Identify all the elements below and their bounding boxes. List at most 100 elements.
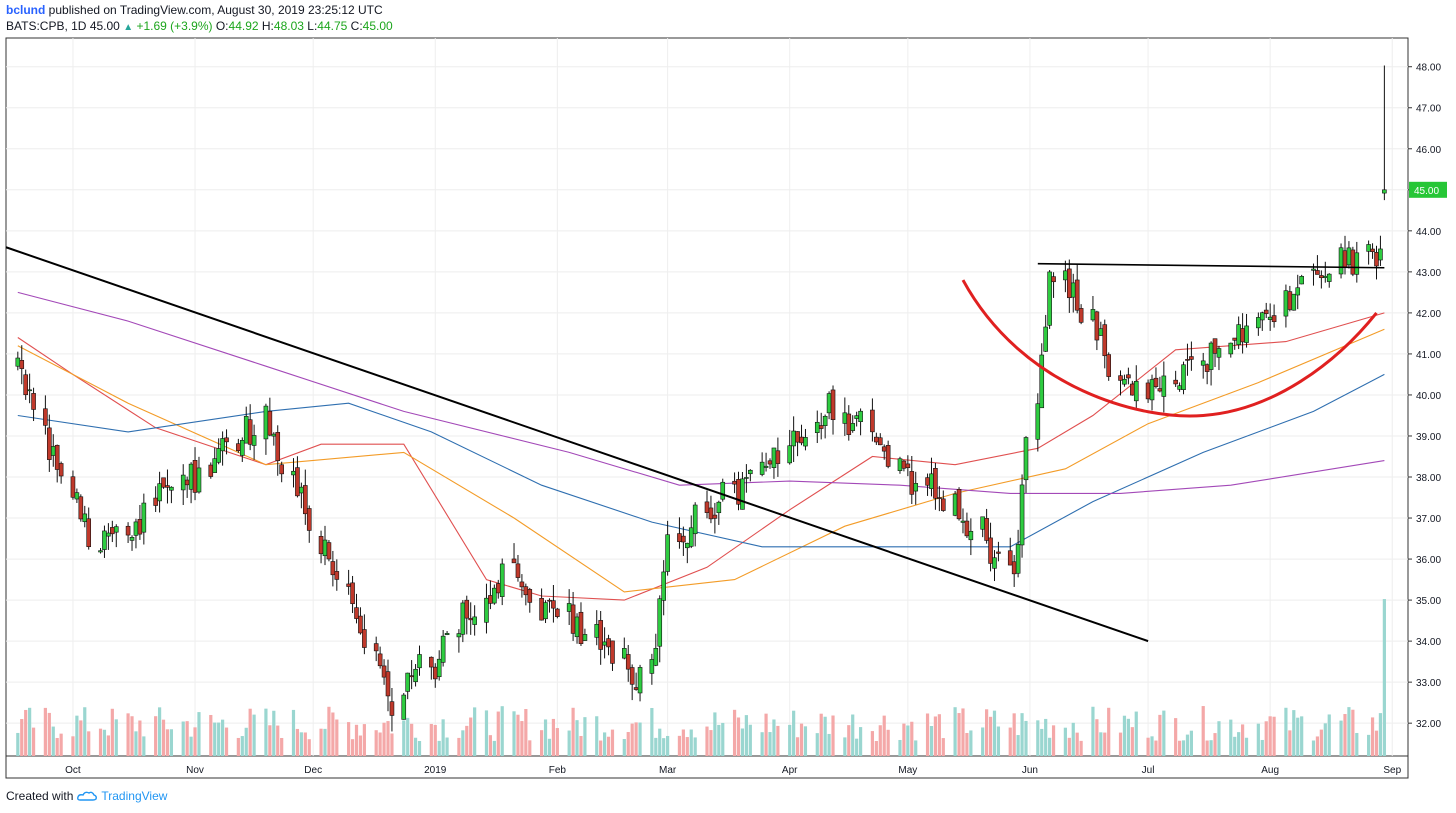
- volume-bar: [709, 730, 713, 756]
- volume-bar: [626, 732, 630, 756]
- volume-bar: [666, 735, 670, 756]
- volume-bar: [957, 713, 961, 756]
- volume-bar: [244, 727, 248, 756]
- candle-body: [925, 477, 930, 486]
- volume-bar: [79, 720, 83, 756]
- candle-body: [1200, 360, 1206, 366]
- candle-body: [78, 496, 84, 520]
- price-axis[interactable]: 48.00 47.00 46.00 45.00 44.00 43.00 42.00 41.00…: [1408, 63, 1441, 730]
- candle-body: [1035, 403, 1041, 440]
- symbol-line: BATS:CPB, 1D 45.00 ▲ +1.69 (+3.9%) O:44.…: [6, 19, 393, 33]
- volume-bar: [1099, 732, 1103, 756]
- candle-body: [1078, 308, 1084, 323]
- candle-body: [1011, 561, 1017, 575]
- volume-bar: [1327, 714, 1331, 756]
- candle-body: [464, 599, 470, 619]
- volume-bar: [1177, 740, 1182, 756]
- candle-body: [1126, 374, 1131, 379]
- volume-bar: [713, 712, 717, 756]
- volume-bar: [213, 722, 217, 756]
- candle-body: [1173, 379, 1178, 385]
- volume-bar: [543, 719, 548, 756]
- candle-body: [54, 444, 60, 470]
- candle-body: [299, 486, 304, 494]
- candle-body: [996, 551, 1001, 554]
- candle-body: [637, 667, 643, 694]
- last-price: 45.00: [89, 19, 120, 33]
- candle-body: [598, 620, 603, 650]
- volume-bar: [969, 730, 973, 756]
- volume-bar: [130, 716, 134, 756]
- candle-body: [192, 460, 198, 493]
- candle-body: [385, 671, 391, 697]
- candle-body: [574, 616, 580, 638]
- candle-body: [775, 450, 781, 464]
- candle-body: [1067, 268, 1072, 299]
- candle-body: [602, 641, 607, 646]
- candle-body: [318, 536, 324, 555]
- price-tick-label: 40.00: [1416, 391, 1441, 402]
- volume-bar: [1185, 734, 1190, 756]
- volume-bar: [622, 739, 626, 756]
- volume-bar: [154, 716, 158, 756]
- volume-bar: [1268, 716, 1272, 756]
- candlesticks[interactable]: [15, 65, 1387, 732]
- candle-body: [1118, 375, 1123, 381]
- volume-bar: [465, 725, 469, 756]
- volume-bar: [327, 706, 331, 756]
- candle-body: [110, 527, 115, 535]
- volume-bar: [331, 712, 335, 756]
- volume-bar: [882, 715, 886, 756]
- volume-bar: [992, 710, 997, 756]
- candle-body: [267, 410, 273, 436]
- candle-body: [846, 413, 852, 435]
- candle-body: [1153, 377, 1159, 387]
- moving-average-ma100: [17, 373, 1385, 548]
- volume-bar: [634, 722, 638, 756]
- volume-bar: [75, 715, 79, 756]
- volume-bar: [583, 717, 587, 756]
- price-tick-label: 42.00: [1416, 309, 1441, 320]
- volume-bar: [268, 725, 272, 756]
- candle-body: [1161, 375, 1167, 397]
- candle-body: [625, 654, 631, 670]
- candle-body: [685, 542, 690, 549]
- volume-bar: [1272, 716, 1276, 756]
- candle-body: [1291, 293, 1297, 311]
- drawing-annotations[interactable]: [5, 246, 1385, 643]
- volume-bar: [858, 727, 863, 756]
- time-tick-label: Jun: [1022, 765, 1038, 776]
- tradingview-brand[interactable]: TradingView: [101, 789, 168, 803]
- last-price-text: 45.00: [1414, 186, 1439, 197]
- volume-bar: [1382, 599, 1386, 756]
- price-tick-label: 33.00: [1416, 678, 1441, 689]
- candle-body: [1299, 276, 1304, 285]
- candle-body: [1181, 364, 1186, 390]
- volume-bar: [772, 719, 776, 756]
- price-tick-label: 43.00: [1416, 268, 1441, 279]
- time-tick-label: Mar: [659, 765, 677, 776]
- candle-body: [1236, 324, 1241, 345]
- candle-body: [1283, 290, 1289, 317]
- author-name[interactable]: bclund: [6, 3, 46, 17]
- volume-bar: [1071, 722, 1075, 756]
- candle-body: [964, 520, 970, 537]
- candle-body: [157, 483, 162, 502]
- volume-bar: [264, 708, 268, 756]
- candle-body: [1244, 325, 1249, 343]
- volume-bar: [429, 723, 433, 756]
- footer: Created with TradingView: [6, 789, 167, 803]
- candle-body: [763, 465, 769, 468]
- volume-bar: [1233, 736, 1237, 756]
- candle-body: [515, 563, 521, 578]
- volume-bar: [410, 723, 414, 756]
- volume-bar: [299, 732, 303, 756]
- candle-body: [1271, 315, 1277, 323]
- candle-body: [74, 492, 80, 500]
- candle-body: [27, 389, 32, 392]
- time-axis[interactable]: Oct Nov Dec 2019 Feb Mar Apr May Jun Jul Aug Sep: [65, 765, 1401, 776]
- candle-body: [263, 405, 269, 440]
- candle-body: [511, 558, 517, 564]
- candle-body: [306, 508, 312, 531]
